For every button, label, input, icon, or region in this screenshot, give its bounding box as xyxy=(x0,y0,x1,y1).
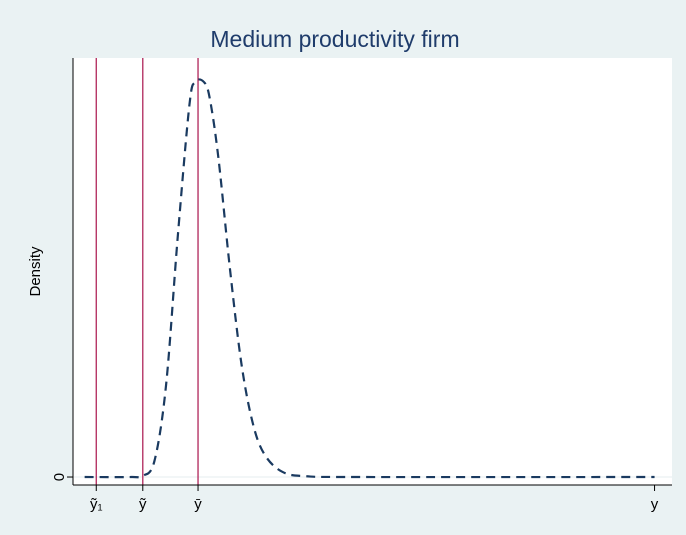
chart-title: Medium productivity firm xyxy=(210,26,459,52)
x-tick-label-2: ȳ xyxy=(194,496,202,513)
plot-area xyxy=(73,58,672,485)
x-tick-label-1: ỹ xyxy=(139,496,147,513)
x-tick-label-3: y xyxy=(651,496,659,513)
y-tick-label-0: 0 xyxy=(51,473,68,481)
x-tick-label-0: ỹ₁ xyxy=(90,496,103,513)
y-axis-label: Density xyxy=(27,246,44,297)
density-curve-0 xyxy=(84,78,655,479)
